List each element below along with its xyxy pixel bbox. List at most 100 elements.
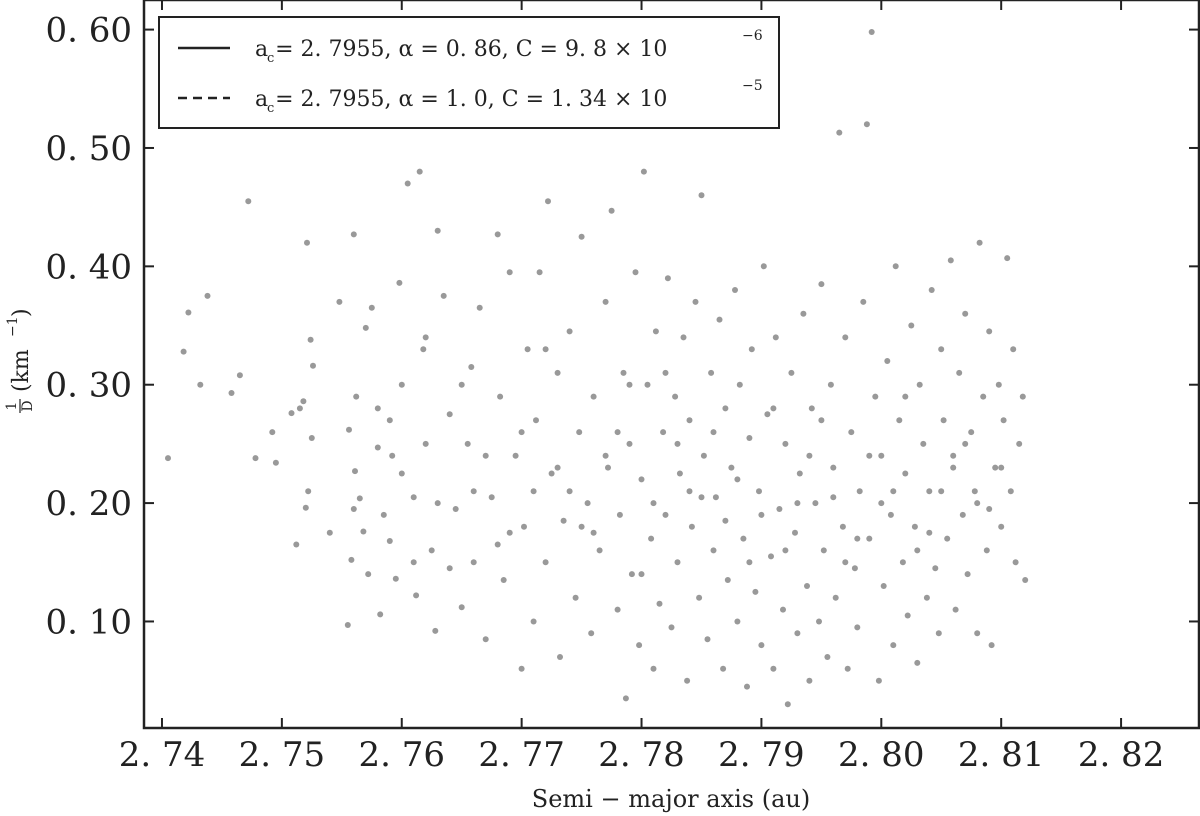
data-point xyxy=(616,511,623,518)
data-point xyxy=(688,523,695,530)
data-point xyxy=(590,529,597,536)
data-point xyxy=(626,381,633,388)
data-point xyxy=(844,665,851,672)
data-point xyxy=(396,279,403,286)
y-label-exponent: −1 xyxy=(5,316,21,337)
data-point xyxy=(856,488,863,495)
data-point xyxy=(204,292,211,299)
data-point xyxy=(674,440,681,447)
data-point xyxy=(350,506,357,512)
data-point xyxy=(854,624,861,631)
data-point xyxy=(938,346,945,353)
data-point xyxy=(816,618,822,625)
data-point xyxy=(899,559,906,566)
data-point xyxy=(952,606,959,613)
data-point xyxy=(420,346,427,353)
data-point xyxy=(875,677,882,684)
data-point xyxy=(185,309,192,316)
data-point xyxy=(995,381,1002,388)
data-point xyxy=(530,488,537,495)
data-point xyxy=(710,547,717,554)
data-point xyxy=(602,452,609,459)
data-point xyxy=(588,630,595,637)
data-point xyxy=(698,192,705,199)
data-point xyxy=(506,529,513,536)
data-point xyxy=(698,494,705,501)
x-tick-label: 2. 77 xyxy=(478,735,565,775)
y-tick-label: 0. 60 xyxy=(45,11,132,51)
data-point xyxy=(288,410,295,417)
data-point xyxy=(446,565,453,572)
data-point xyxy=(988,642,995,649)
data-point xyxy=(758,511,765,518)
data-point xyxy=(868,29,875,35)
data-point xyxy=(410,494,417,501)
data-point xyxy=(916,381,923,388)
data-point xyxy=(806,677,813,684)
data-point xyxy=(296,405,303,412)
data-point xyxy=(398,470,405,477)
data-point xyxy=(674,559,681,566)
data-point xyxy=(245,198,252,205)
data-point xyxy=(808,405,815,412)
legend-dashed-subscript: c xyxy=(267,101,274,116)
data-point xyxy=(252,455,259,462)
y-tick-label: 0. 50 xyxy=(45,129,132,169)
legend-dashed-text: a = 2. 7955, α = 1. 0, C = 1. 34 × 10 xyxy=(255,87,667,112)
data-point xyxy=(389,452,396,459)
data-point xyxy=(950,464,957,471)
data-point xyxy=(386,417,393,424)
data-point xyxy=(818,417,825,424)
data-point xyxy=(446,411,453,418)
data-point xyxy=(684,677,691,684)
data-point xyxy=(386,538,393,544)
data-point xyxy=(360,528,367,535)
data-point xyxy=(928,287,935,293)
x-axis-label: Semi − major axis (au) xyxy=(532,785,810,813)
data-point xyxy=(165,455,171,462)
data-point xyxy=(959,511,966,518)
data-point xyxy=(422,334,429,341)
data-point xyxy=(1000,417,1007,424)
legend-dashed-exponent: −5 xyxy=(742,78,763,94)
y-tick-label: 0. 30 xyxy=(45,366,132,406)
data-point xyxy=(440,292,447,299)
data-point xyxy=(1010,346,1017,353)
data-point xyxy=(416,168,423,175)
data-point xyxy=(772,334,779,341)
data-point xyxy=(348,556,355,563)
plot-frame xyxy=(142,0,1200,730)
data-point xyxy=(812,500,819,507)
data-point xyxy=(842,559,849,566)
data-point xyxy=(728,464,735,471)
data-point xyxy=(614,429,621,436)
data-point xyxy=(180,348,187,355)
y-axis-ticks: 0. 10 0. 20 0. 30 0. 40 0. 50 0. 60 xyxy=(45,11,1199,642)
data-point xyxy=(938,488,945,495)
data-point xyxy=(836,129,843,136)
data-point xyxy=(696,594,703,601)
data-point xyxy=(768,553,774,560)
data-point xyxy=(926,529,933,536)
data-point xyxy=(851,565,858,572)
data-point xyxy=(236,372,243,379)
data-point xyxy=(530,618,537,625)
data-point xyxy=(686,488,693,495)
data-point xyxy=(780,606,786,613)
data-point xyxy=(866,452,873,459)
data-point xyxy=(308,435,315,441)
x-tick-label: 2. 76 xyxy=(358,735,445,775)
data-point xyxy=(554,464,561,471)
data-point xyxy=(560,517,567,524)
data-point xyxy=(940,417,947,424)
data-point xyxy=(650,500,657,507)
data-point xyxy=(500,577,507,583)
data-point xyxy=(863,121,870,128)
data-point xyxy=(365,571,372,578)
data-point xyxy=(734,476,741,483)
legend-solid-text: a = 2. 7955, α = 0. 86, C = 9. 8 × 10 xyxy=(255,37,667,62)
data-point xyxy=(976,239,983,246)
data-point xyxy=(336,298,343,305)
data-point xyxy=(422,440,429,447)
